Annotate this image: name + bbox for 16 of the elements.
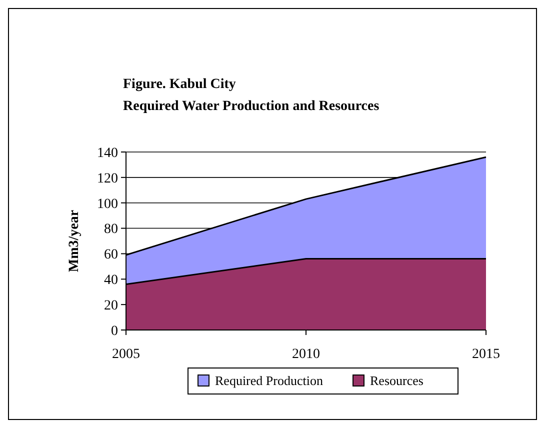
x-tick-label: 2005 [112,347,140,362]
x-tick-label: 2010 [292,347,320,362]
legend-label: Required Production [215,373,324,388]
chart-title: Figure. Kabul City [123,77,236,92]
y-tick-label: 140 [97,146,118,161]
y-tick-label: 100 [97,196,118,212]
legend-label: Resources [370,373,424,388]
y-axis-title: Mm3/year [67,210,82,272]
y-tick-label: 20 [104,298,118,314]
chart-subtitle: Required Water Production and Resources [123,99,380,114]
y-tick-label: 60 [104,248,118,263]
y-tick-label: 0 [111,324,118,339]
y-tick-label: 40 [104,273,118,288]
y-tick-label: 80 [104,222,118,238]
y-tick-label: 120 [97,171,118,186]
x-tick-label: 2015 [472,347,500,362]
